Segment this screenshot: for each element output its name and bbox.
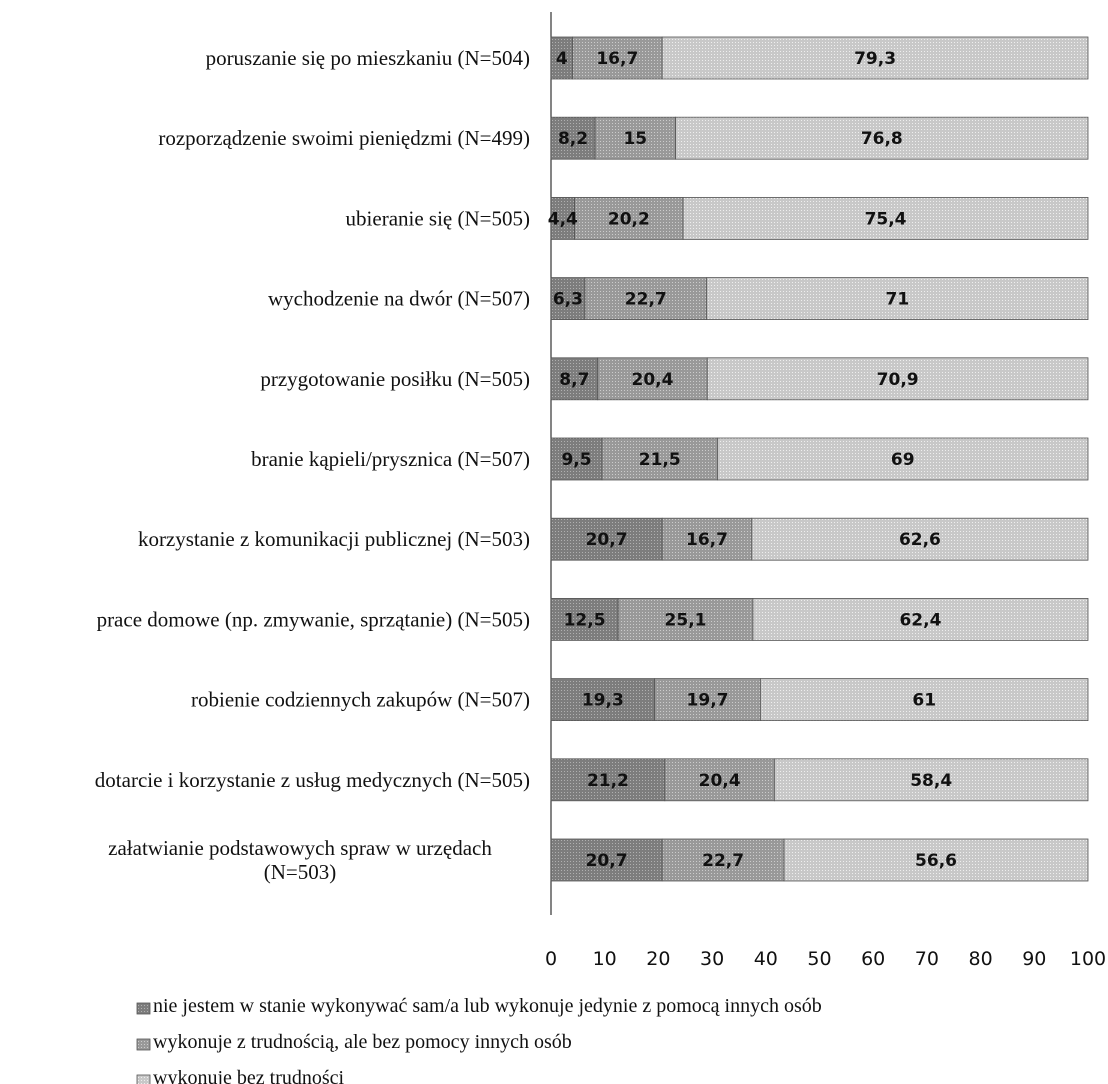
category-label: prace domowe (np. zmywanie, sprzątanie) … — [97, 607, 530, 631]
x-tick-label: 10 — [593, 948, 617, 970]
bar-segment — [550, 517, 663, 561]
bar-segment — [597, 357, 708, 401]
data-label: 62,6 — [899, 530, 941, 550]
x-tick-label: 0 — [545, 948, 557, 970]
category-label: wychodzenie na dwór (N=507) — [268, 287, 530, 311]
bar-segment — [550, 678, 656, 721]
data-label: 21,5 — [639, 450, 681, 470]
bar-segment — [760, 678, 1089, 721]
data-label: 20,7 — [586, 530, 628, 550]
bar-segment — [661, 838, 785, 882]
category-label: poruszanie się po mieszkaniu (N=504) — [206, 46, 530, 70]
data-label: 20,4 — [632, 370, 674, 390]
bar-segment — [594, 116, 676, 160]
data-label: 20,2 — [608, 209, 650, 229]
x-tick-label: 100 — [1070, 948, 1106, 970]
bar-segment — [682, 196, 1089, 240]
data-label: 22,7 — [625, 290, 667, 310]
legend-swatch — [136, 1002, 151, 1015]
data-label: 20,4 — [699, 771, 741, 791]
data-label: 19,3 — [582, 691, 624, 711]
legend-label: nie jestem w stanie wykonywać sam/a lub … — [153, 995, 822, 1017]
bar-segment — [751, 517, 1089, 561]
x-tick-label: 20 — [646, 948, 670, 970]
labels-layer: 4 16,7 79,3 8,2 15 76,8 4,4 20,2 75,4 6,3 22,7 71 8,… — [548, 49, 957, 871]
bar-segment — [550, 277, 586, 321]
x-tick-label: 50 — [807, 948, 831, 970]
category-label: rozporządzenie swoimi pieniędzmi (N=499) — [158, 126, 530, 150]
data-label: 22,7 — [702, 851, 744, 871]
bar-segment — [550, 116, 596, 160]
bar-segment — [783, 838, 1089, 882]
data-label: 4 — [556, 49, 568, 69]
legend-swatch — [136, 1074, 151, 1084]
bar-segment — [752, 598, 1089, 641]
data-label: 20,7 — [586, 851, 628, 871]
x-tick-label: 60 — [861, 948, 885, 970]
legend: nie jestem w stanie wykonywać sam/a lub … — [136, 995, 822, 1084]
data-label: 15 — [623, 129, 647, 149]
bar-segment — [584, 277, 708, 321]
x-tick-label: 90 — [1022, 948, 1046, 970]
data-label: 4,4 — [548, 209, 578, 229]
data-label: 71 — [886, 290, 910, 310]
legend-swatch — [136, 1038, 151, 1051]
data-label: 16,7 — [596, 49, 638, 69]
data-label: 79,3 — [854, 49, 896, 69]
bar-segment — [572, 36, 663, 80]
legend-label: wykonuję bez trudności — [153, 1067, 345, 1084]
bar-segment — [706, 357, 1089, 401]
bar-segment — [661, 36, 1089, 80]
data-label: 56,6 — [915, 851, 957, 871]
bar-segment — [706, 277, 1089, 321]
bar-segment — [550, 838, 663, 882]
data-label: 69 — [891, 450, 915, 470]
data-label: 12,5 — [564, 610, 606, 630]
axis-layer: 0 10 20 30 40 50 60 70 80 90 100 poruszanie się po … — [95, 12, 1106, 970]
data-label: 75,4 — [865, 209, 907, 229]
data-label: 70,9 — [877, 370, 919, 390]
data-label: 9,5 — [561, 450, 591, 470]
data-label: 8,7 — [559, 370, 589, 390]
data-label: 62,4 — [899, 610, 941, 630]
category-label: robienie codziennych zakupów (N=507) — [191, 688, 530, 712]
bar-segment — [574, 196, 684, 240]
category-label: ubieranie się (N=505) — [346, 206, 530, 230]
x-tick-label: 30 — [700, 948, 724, 970]
data-label: 19,7 — [687, 691, 729, 711]
category-label: załatwianie podstawowych spraw w urzędac… — [108, 836, 492, 860]
data-label: 16,7 — [686, 530, 728, 550]
data-label: 8,2 — [558, 129, 588, 149]
data-label: 58,4 — [910, 771, 952, 791]
category-label: branie kąpieli/prysznica (N=507) — [251, 447, 530, 471]
category-label: (N=503) — [264, 860, 337, 884]
data-label: 76,8 — [861, 129, 903, 149]
bar-segment — [717, 437, 1089, 481]
bar-segment — [550, 357, 599, 401]
category-label: korzystanie z komunikacji publicznej (N=… — [138, 527, 530, 551]
legend-label: wykonuje z trudnością, ale bez pomocy in… — [153, 1031, 572, 1053]
bars-layer — [550, 36, 1089, 882]
category-label: przygotowanie posiłku (N=505) — [260, 367, 530, 391]
data-label: 25,1 — [665, 610, 707, 630]
x-tick-label: 70 — [915, 948, 939, 970]
category-label: dotarcie i korzystanie z usług medycznyc… — [95, 768, 530, 792]
data-label: 61 — [912, 691, 936, 711]
bar-segment — [550, 758, 666, 802]
bar-segment — [601, 437, 718, 481]
bar-segment — [617, 598, 754, 641]
bar-segment — [773, 758, 1089, 802]
bar-segment — [675, 116, 1089, 160]
data-label: 6,3 — [553, 290, 583, 310]
x-tick-label: 80 — [969, 948, 993, 970]
x-tick-label: 40 — [754, 948, 778, 970]
data-label: 21,2 — [587, 771, 629, 791]
bar-segment — [550, 437, 603, 481]
